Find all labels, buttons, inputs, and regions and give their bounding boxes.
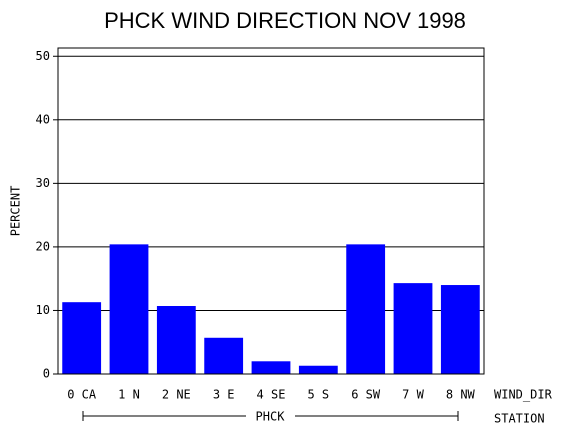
group-label: PHCK bbox=[256, 410, 286, 424]
bar bbox=[156, 306, 196, 374]
x-axis-label: WIND_DIR bbox=[494, 388, 553, 402]
bar bbox=[440, 285, 480, 374]
x-tick-label: 0 CA bbox=[67, 388, 97, 402]
y-tick-label: 10 bbox=[36, 303, 50, 317]
y-tick-label: 50 bbox=[36, 49, 50, 63]
y-tick-label: 0 bbox=[43, 367, 50, 381]
bar bbox=[393, 283, 433, 374]
x-tick-label: 5 S bbox=[307, 388, 329, 402]
bar bbox=[251, 361, 291, 374]
bar bbox=[346, 244, 386, 374]
y-tick-label: 20 bbox=[36, 239, 50, 253]
bar bbox=[62, 302, 102, 374]
bar bbox=[109, 244, 149, 374]
x-tick-label: 1 N bbox=[118, 388, 140, 402]
x-tick-label: 2 NE bbox=[162, 388, 191, 402]
y-axis-label: PERCENT bbox=[9, 186, 23, 237]
group-bracket bbox=[82, 411, 459, 421]
x-tick-label: 3 E bbox=[213, 388, 235, 402]
plot-frame bbox=[57, 47, 485, 375]
bar bbox=[204, 337, 244, 374]
x-tick-label: 8 NW bbox=[446, 388, 476, 402]
y-tick-label: 30 bbox=[36, 176, 50, 190]
group-axis-label: STATION bbox=[494, 412, 545, 426]
bar bbox=[298, 365, 338, 374]
x-tick-label: 7 W bbox=[402, 388, 424, 402]
x-tick-label: 4 SE bbox=[257, 388, 286, 402]
x-tick-label: 6 SW bbox=[351, 388, 381, 402]
y-tick-label: 40 bbox=[36, 112, 50, 126]
chart-title: PHCK WIND DIRECTION NOV 1998 bbox=[104, 8, 466, 33]
